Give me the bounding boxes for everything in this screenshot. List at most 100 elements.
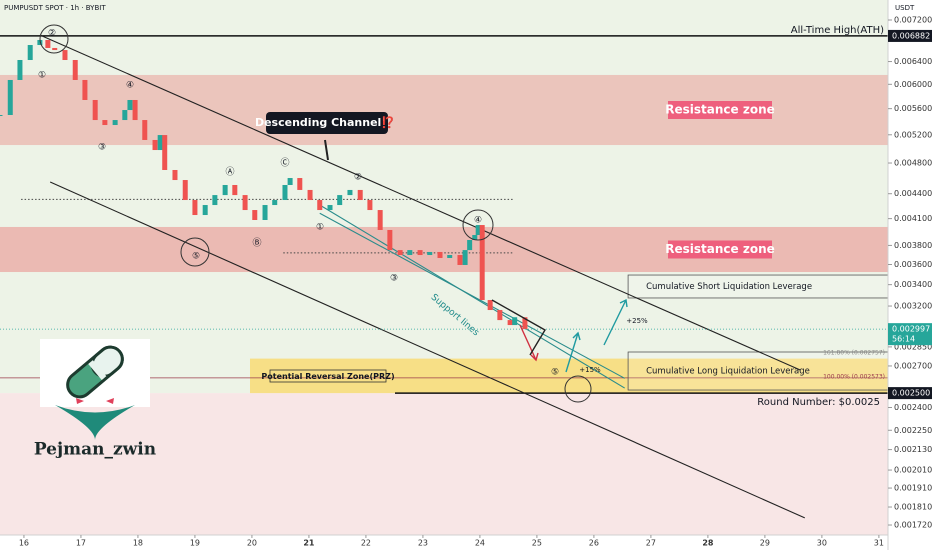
candle [122,110,128,121]
x-tick-label: 31 [874,539,884,548]
x-tick-label: 24 [475,539,485,548]
wave-label: ⑤ [551,368,559,378]
candle [62,50,68,61]
candle [102,120,108,126]
x-tick-label: 27 [646,539,656,548]
candle [522,317,528,330]
x-tick-label: 16 [19,539,29,548]
candle [497,310,503,321]
liquidation-label: Cumulative Long Liquidation Leverage [646,367,810,377]
candle [287,178,293,185]
candle [92,99,98,121]
candle [317,200,323,211]
candle [172,169,178,181]
annotation: +25% [626,317,648,325]
wave-label: ④ [474,216,482,226]
candle [407,250,413,256]
wave-label: ⑤ [192,252,200,262]
x-tick-label: 20 [247,539,257,548]
candle [512,317,518,326]
annotation: Descending Channel⁉️ [255,116,395,129]
annotation: +15% [579,366,601,374]
candle [307,189,313,201]
x-tick-label: 25 [532,539,542,548]
chart-title: PUMPUSDT SPOT · 1h · BYBIT [4,4,106,12]
currency: USDT [895,4,915,12]
wave-label: ② [48,29,56,39]
candle [82,79,88,100]
ath-tag-label: 0.006882 [892,31,930,40]
author: Pejman_zwin [34,440,156,460]
candle [282,184,288,201]
candle [367,200,373,211]
trend-line [319,212,625,379]
candle [337,195,343,206]
round-number-tag [888,387,932,400]
prz-label-box [269,369,387,383]
bg-upper [0,0,888,394]
candle [142,120,148,140]
wave-label: ④ [126,81,134,91]
candle [17,60,23,80]
y-tick-label: 0.006000 [894,80,932,89]
y-tick-label: 0.004100 [894,214,932,223]
arrows [39,24,628,403]
x-tick-label: 26 [589,539,599,548]
candle [262,205,268,220]
ath-tag [888,29,932,42]
y-tick-label: 0.002400 [894,403,932,412]
prz-label: Potential Reversal Zone(PRZ) [261,372,394,381]
zone-label-box [668,101,772,120]
candle [127,99,133,111]
candle [457,255,463,265]
annotation: Round Number: $0.0025 [757,397,880,408]
y-tick-label: 0.004800 [894,159,932,168]
trend-line [39,34,801,371]
wave-label: Ⓑ [252,238,261,249]
annotation: 100.00% (0.002573) [823,374,885,381]
wave-label: Ⓒ [280,158,289,169]
y-tick-label: 0.001810 [894,503,932,512]
x-tick-label: 28 [702,539,714,548]
zone-label: Resistance zone [665,242,775,256]
y-tick-label: 0.001720 [894,521,932,530]
candle [252,210,258,220]
annotation-box [266,112,388,134]
round-number-tag-label: 0.002500 [892,389,930,398]
candle [27,45,33,61]
candle [447,255,453,258]
candle [242,195,248,211]
y-tick-label: 0.003800 [894,241,932,250]
wave-label: ① [38,71,46,81]
candle [182,180,188,201]
wave-label: Ⓐ [225,167,234,178]
candle [152,139,158,151]
liquidation-label: Cumulative Short Liquidation Leverage [646,282,812,292]
wave-label: ① [316,223,324,233]
wave-label: ② [354,173,362,183]
candle [132,99,138,121]
candle [347,189,353,196]
y-tick-label: 0.002250 [894,426,932,435]
candle [479,225,485,301]
candle [472,234,478,240]
candle [327,205,333,211]
candle [272,200,278,206]
candle [507,320,513,326]
candle [417,250,423,256]
candle [192,200,198,216]
y-tick-label: 0.002850 [894,342,932,351]
y-tick-label: 0.007200 [894,15,932,24]
x-tick-label: 21 [303,539,315,548]
candle [297,178,303,190]
last-price-tag [888,323,932,346]
wave-label: ③ [98,143,106,153]
y-tick-label: 0.002700 [894,361,932,370]
x-tick-label: 30 [817,539,827,548]
wave-label: ③ [390,274,398,284]
y-tick-label: 0.003600 [894,260,932,269]
candle [462,250,468,265]
candle [45,40,51,48]
